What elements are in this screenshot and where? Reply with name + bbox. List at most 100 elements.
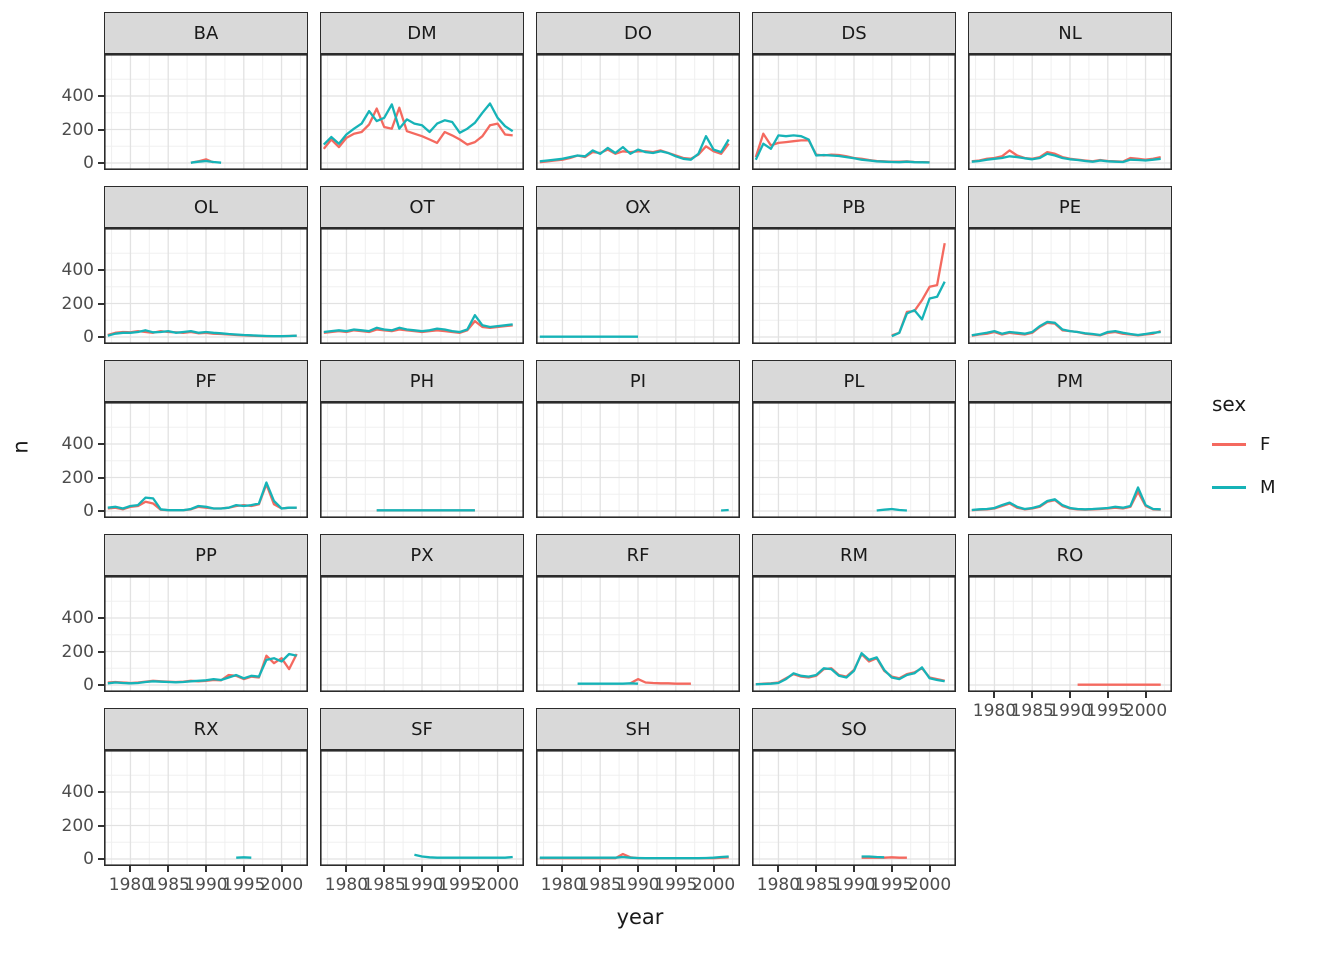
facet-strip-label: SF	[411, 718, 433, 740]
facet-strip: PP	[104, 534, 308, 576]
facet-panel	[320, 576, 524, 692]
y-tick-label: 0	[83, 849, 94, 869]
x-tick	[853, 866, 855, 872]
legend-label: F	[1260, 434, 1271, 455]
y-tick	[98, 162, 104, 164]
x-tick	[1069, 692, 1071, 698]
facet-PM: PM	[968, 360, 1172, 518]
y-tick-label: 200	[61, 293, 94, 314]
facet-PL: PL	[752, 360, 956, 518]
facet-PF: PF	[104, 360, 308, 518]
line-DM-F	[322, 106, 513, 150]
x-tick	[383, 866, 386, 872]
facet-PB: PB	[752, 186, 956, 344]
line-DO-M	[539, 135, 730, 163]
facet-strip: SO	[752, 708, 956, 750]
legend-label: M	[1260, 477, 1276, 498]
x-tick-label: 1995	[1086, 701, 1130, 721]
x-tick	[205, 866, 207, 872]
y-tick	[98, 617, 104, 619]
facet-panel	[752, 402, 956, 518]
facet-strip-label: BA	[193, 22, 219, 44]
facet-SF: SF	[320, 708, 524, 866]
facet-panel	[536, 750, 740, 866]
facet-panel	[752, 750, 956, 866]
facet-DM: DM	[320, 12, 524, 170]
x-tick-label: 1980	[756, 875, 801, 895]
x-tick	[1031, 692, 1034, 698]
line-PE-M	[971, 320, 1161, 337]
y-tick-label: 400	[61, 260, 94, 280]
x-tick-label: 1995	[654, 875, 698, 895]
facet-strip: PL	[752, 360, 956, 402]
facet-strip: OX	[536, 186, 740, 228]
facet-panel	[320, 228, 524, 344]
x-tick	[1144, 692, 1147, 698]
x-tick	[637, 866, 639, 872]
facet-strip-label: PB	[842, 196, 866, 218]
facet-panel	[104, 228, 308, 344]
facet-strip-label: DM	[407, 22, 437, 44]
line-OT-M	[323, 314, 513, 334]
facet-BA: BA	[104, 12, 308, 170]
x-tick-label: 2000	[691, 875, 736, 895]
line-RF-F	[629, 677, 691, 685]
facet-strip-label: PF	[195, 370, 217, 392]
y-axis-title: n	[8, 440, 33, 454]
facet-panel	[104, 402, 308, 518]
facet-strip: RM	[752, 534, 956, 576]
facet-strip-label: OL	[193, 196, 219, 218]
facet-strip: OT	[320, 186, 524, 228]
x-tick	[599, 866, 602, 872]
line-DM-M	[322, 102, 514, 146]
facet-strip: SF	[320, 708, 524, 750]
facet-strip: PX	[320, 534, 524, 576]
line-SO-M	[861, 855, 885, 859]
facet-panel	[320, 402, 524, 518]
y-tick	[98, 824, 104, 827]
facet-strip-label: PI	[629, 370, 647, 392]
facet-PH: PH	[320, 360, 524, 518]
facet-panel	[104, 576, 308, 692]
x-tick	[458, 866, 461, 872]
x-tick	[496, 866, 499, 872]
facet-strip: NL	[968, 12, 1172, 54]
facet-PP: PP	[104, 534, 308, 692]
x-tick	[345, 866, 348, 872]
y-tick	[98, 476, 104, 479]
facet-strip: RO	[968, 534, 1172, 576]
x-tick-label: 1980	[108, 875, 153, 895]
facet-strip: RF	[536, 534, 740, 576]
facet-strip-label: PE	[1058, 196, 1082, 218]
facet-strip-label: RX	[193, 718, 219, 740]
line-PF-M	[107, 481, 297, 512]
line-RM-M	[755, 652, 945, 686]
x-tick	[129, 866, 132, 872]
facet-RF: RF	[536, 534, 740, 692]
facet-strip: RX	[104, 708, 308, 750]
facet-strip-label: PX	[410, 544, 434, 566]
line-PI-M	[721, 508, 729, 512]
facet-NL: NL	[968, 12, 1172, 170]
x-tick-label: 2000	[475, 875, 520, 895]
line-SH-M	[539, 855, 729, 860]
line-SF-M	[414, 853, 513, 859]
facet-strip: PH	[320, 360, 524, 402]
facet-RO: RO	[968, 534, 1172, 692]
x-tick-label: 2000	[259, 875, 304, 895]
legend-key-line-icon	[1212, 486, 1246, 489]
x-tick	[167, 866, 170, 872]
y-tick-label: 200	[61, 467, 94, 488]
y-tick-label: 0	[83, 327, 94, 347]
x-tick	[777, 866, 780, 872]
facet-strip: DS	[752, 12, 956, 54]
legend-key-line-icon	[1212, 443, 1246, 446]
x-tick	[928, 866, 931, 872]
facet-strip-label: PL	[843, 370, 865, 392]
x-tick-label: 1990	[616, 875, 660, 895]
facet-panel	[104, 750, 308, 866]
y-tick	[98, 302, 104, 305]
facet-strip-label: SH	[625, 718, 651, 740]
